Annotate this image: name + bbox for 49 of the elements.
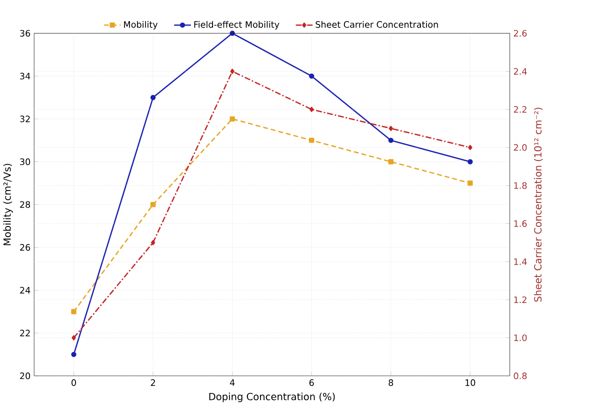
x-tick-label: 10 bbox=[466, 379, 476, 386]
x-tick-label: 6 bbox=[309, 379, 314, 386]
x-axis-title: Doping Concentration (%) bbox=[209, 392, 335, 402]
y2-axis-title: Sheet Carrier Concentration (10¹² cm⁻²) bbox=[534, 108, 543, 302]
y-tick-label: 30 bbox=[20, 158, 30, 166]
point bbox=[71, 352, 76, 358]
legend-label: Field-effect Mobility bbox=[194, 21, 280, 30]
point bbox=[309, 74, 314, 79]
y-tick-label: 24 bbox=[20, 286, 30, 294]
point bbox=[309, 138, 314, 143]
point bbox=[230, 30, 235, 36]
y2-tick-label: 1.6 bbox=[514, 220, 527, 227]
legend-label: Sheet Carrier Concentration bbox=[316, 21, 438, 28]
point bbox=[71, 309, 76, 314]
x-tick-label: 2 bbox=[150, 379, 155, 386]
point bbox=[150, 240, 156, 246]
x-tick-label: 4 bbox=[230, 379, 235, 386]
y2-tick-label: 1.0 bbox=[514, 334, 527, 342]
y2-tick-label: 1.2 bbox=[514, 296, 526, 304]
y-tick-label: 36 bbox=[20, 30, 30, 37]
legend-label: Mobility bbox=[124, 21, 158, 30]
y-tick-label: 20 bbox=[20, 372, 30, 380]
y-tick-label: 28 bbox=[20, 201, 30, 208]
point bbox=[468, 180, 473, 186]
point bbox=[230, 68, 234, 74]
y-tick-label: 22 bbox=[20, 330, 30, 336]
point bbox=[150, 202, 156, 208]
point bbox=[230, 116, 235, 122]
y-axis-title: Mobility (cm²/Vs) bbox=[3, 164, 13, 246]
x-tick-label: 0 bbox=[72, 379, 76, 386]
y2-tick-label: 2.4 bbox=[514, 68, 527, 75]
point bbox=[388, 126, 393, 132]
point bbox=[468, 159, 473, 164]
point bbox=[388, 138, 394, 143]
point bbox=[310, 106, 314, 112]
y-tick-label: 34 bbox=[20, 72, 30, 80]
y2-tick-label: 1.4 bbox=[514, 258, 527, 265]
y2-tick-label: 1.8 bbox=[514, 182, 527, 189]
y2-tick-label: 2.2 bbox=[514, 106, 526, 113]
y-tick-label: 32 bbox=[20, 116, 30, 122]
point bbox=[150, 94, 156, 100]
y2-tick-label: 2.0 bbox=[514, 144, 527, 151]
point bbox=[468, 144, 472, 150]
y2-tick-label: 2.6 bbox=[514, 30, 527, 37]
point bbox=[72, 335, 76, 340]
x-tick-label: 8 bbox=[388, 379, 394, 386]
y-tick-label: 26 bbox=[20, 244, 30, 251]
point bbox=[388, 159, 394, 164]
y2-tick-label: 0.8 bbox=[514, 372, 527, 380]
